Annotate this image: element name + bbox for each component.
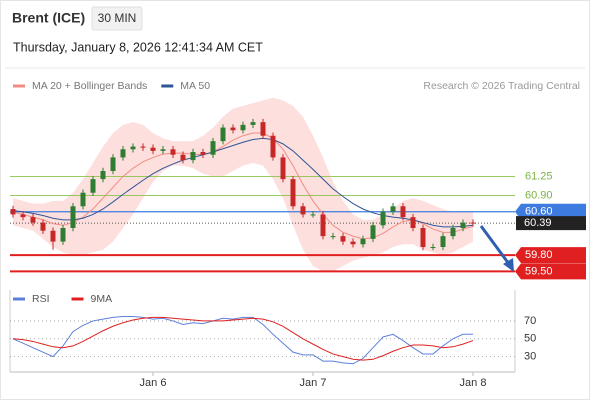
candle-body (410, 217, 416, 228)
candle-body (160, 149, 166, 151)
candle-body (470, 222, 476, 224)
candle-body (260, 122, 266, 136)
bollinger-band (13, 97, 473, 272)
x-tick-label: Jan 6 (140, 377, 167, 389)
level-label: 60.60 (525, 206, 553, 218)
candle-body (170, 149, 176, 155)
candle-body (80, 192, 86, 207)
candle-body (110, 157, 116, 171)
candle-body (30, 217, 36, 223)
candle-body (350, 241, 356, 245)
legend-label: MA 20 + Bollinger Bands (32, 80, 147, 92)
candle-body (280, 157, 286, 180)
candle-body (40, 222, 46, 231)
candle-body (90, 179, 96, 193)
candle-body (300, 206, 306, 215)
datetime: Thursday, January 8, 2026 12:41:34 AM CE… (13, 40, 263, 54)
candle-body (50, 230, 56, 242)
candle-body (100, 171, 106, 180)
candle-body (290, 179, 296, 207)
candle-body (450, 228, 456, 237)
indicator-line (12, 315, 473, 365)
legend-label: RSI (32, 293, 50, 305)
candle-body (190, 152, 196, 161)
level-label: 60.90 (525, 189, 553, 201)
candle-body (220, 127, 226, 142)
level-box (515, 203, 586, 220)
candle-body (430, 247, 436, 248)
legend-label: MA 50 (180, 80, 210, 92)
y-tick-label: 70 (524, 315, 536, 327)
last-price-label: 60.39 (524, 217, 552, 229)
interval-label[interactable]: 30 MIN (98, 11, 137, 25)
candle-body (70, 206, 76, 228)
level-box (515, 263, 586, 280)
level-label: 59.80 (525, 249, 553, 261)
instrument-title: Brent (ICE) (12, 10, 85, 26)
candle-body (120, 149, 126, 158)
y-tick-label: 30 (524, 351, 536, 363)
candle-body (370, 225, 376, 239)
candle-body (360, 238, 366, 245)
x-tick-label: Jan 8 (460, 377, 487, 389)
y-tick-label: 50 (524, 333, 536, 345)
forecast-arrow-head (503, 258, 514, 272)
candle-body (20, 214, 26, 218)
indicator-line (12, 316, 474, 361)
source: Research © 2026 Trading Central (423, 80, 580, 92)
candle-body (200, 152, 206, 155)
candle-body (270, 135, 276, 158)
candle-body (210, 141, 216, 155)
candle-body (390, 206, 396, 212)
candle-body (150, 147, 156, 151)
level-label: 61.25 (525, 170, 553, 182)
moving-average (12, 132, 474, 240)
candle-body (400, 206, 406, 218)
candle-body (130, 146, 136, 150)
candle-body (420, 228, 426, 247)
candle-body (380, 211, 386, 226)
level-box (515, 247, 586, 264)
candle-body (140, 146, 146, 148)
candle-body (310, 214, 316, 216)
candle-body (10, 209, 16, 215)
x-tick-label: Jan 7 (300, 377, 327, 389)
candle-body (250, 122, 256, 125)
forecast-arrow (479, 225, 511, 265)
candle-body (180, 154, 186, 161)
level-label: 59.50 (525, 265, 553, 277)
candle-body (330, 236, 336, 238)
candle-body (440, 236, 446, 247)
last-price-box (516, 216, 586, 231)
candle-body (230, 127, 236, 131)
candle-body (320, 214, 326, 237)
candle-body (340, 236, 346, 242)
moving-average (12, 137, 474, 228)
legend-label: 9MA (91, 293, 113, 305)
candle-body (240, 124, 246, 131)
interval-box[interactable] (91, 6, 143, 31)
candle-body (60, 228, 66, 242)
candle-body (460, 222, 466, 228)
